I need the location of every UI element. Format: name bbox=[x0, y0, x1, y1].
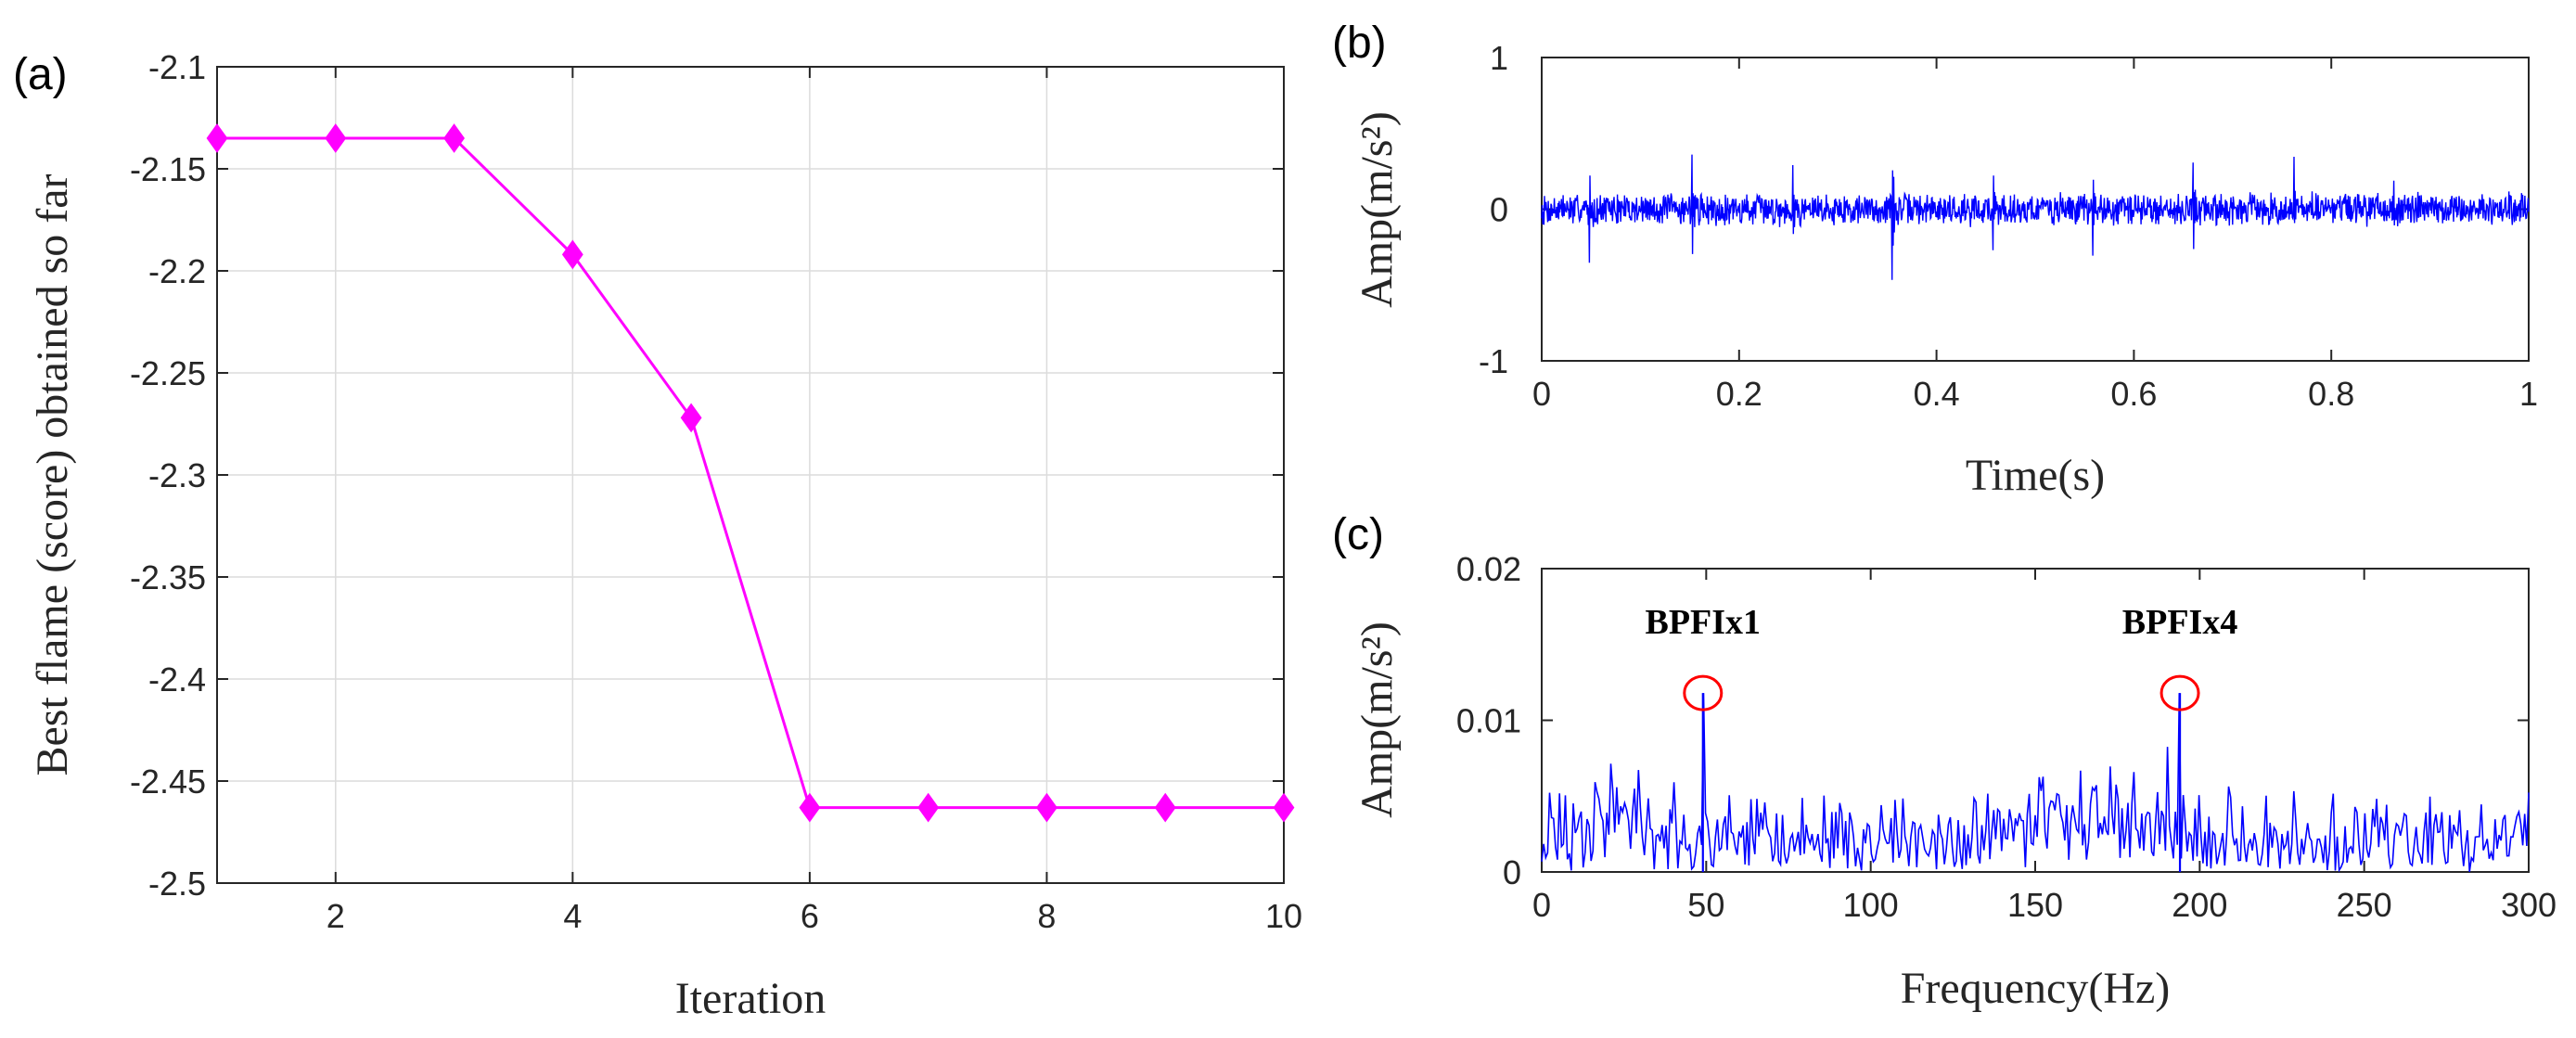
y-tick-label: -2.15 bbox=[130, 150, 206, 188]
panel-b-label: (b) bbox=[1332, 19, 1387, 68]
x-tick-label: 50 bbox=[1687, 886, 1724, 924]
peak-annotation-label: BPFIx1 bbox=[1646, 603, 1762, 642]
y-tick-label: -2.25 bbox=[130, 354, 206, 392]
y-tick-label: 1 bbox=[1490, 39, 1508, 77]
y-tick-label: 0 bbox=[1490, 191, 1508, 229]
y-tick-label: 0 bbox=[1503, 853, 1521, 891]
panel-b-series bbox=[1541, 154, 2530, 280]
panel-c-label: (c) bbox=[1332, 510, 1384, 559]
y-tick-label: -2.1 bbox=[148, 48, 206, 86]
panel-c-series bbox=[1541, 693, 2530, 873]
x-tick-label: 10 bbox=[1265, 897, 1302, 935]
x-tick-label: 8 bbox=[1037, 897, 1056, 935]
y-tick-label: -2.5 bbox=[148, 865, 206, 903]
signal-trace bbox=[1541, 154, 2530, 280]
y-tick-label: 0.01 bbox=[1456, 702, 1521, 740]
x-tick-label: 0.4 bbox=[1914, 375, 1960, 413]
data-point-marker bbox=[206, 123, 228, 153]
data-point-marker bbox=[1036, 792, 1057, 823]
x-tick-label: 250 bbox=[2337, 886, 2392, 924]
data-point-marker bbox=[799, 792, 821, 823]
panel-a-series bbox=[206, 123, 1295, 823]
data-point-marker bbox=[1154, 792, 1176, 823]
panel-c-annotations: BPFIx1 BPFIx4 bbox=[1646, 603, 2238, 711]
series-line bbox=[217, 136, 1284, 810]
x-tick-label: 0.2 bbox=[1716, 375, 1762, 413]
x-tick-label: 100 bbox=[1843, 886, 1899, 924]
y-tick-label: -2.35 bbox=[130, 558, 206, 596]
data-point-marker bbox=[1273, 792, 1295, 823]
panel-a-y-axis-label: Best flame (score) obtained so far bbox=[28, 173, 77, 775]
y-tick-label: -2.3 bbox=[148, 456, 206, 494]
panel-c-ticks: 0 50 100 150 200 250 300 0.02 0.01 0 bbox=[1456, 550, 2557, 924]
x-tick-label: 0.6 bbox=[2110, 375, 2157, 413]
peak-highlight-circle bbox=[2159, 674, 2200, 711]
panel-b: (b) 0 0.2 0.4 0.6 0.8 1 1 0 -1 Time(s) Amp(m/s²) bbox=[1332, 19, 2538, 500]
data-point-marker bbox=[325, 123, 347, 153]
x-tick-label: 150 bbox=[2007, 886, 2063, 924]
panel-a-label: (a) bbox=[13, 50, 68, 99]
x-tick-label: 1 bbox=[2519, 375, 2538, 413]
y-tick-label: -2.2 bbox=[148, 252, 206, 290]
panel-a-ticks: 2 4 6 8 10 -2.1 -2.15 -2.2 -2.25 -2.3 -2.35 -2.4 -2.… bbox=[130, 48, 1302, 935]
y-tick-label: -2.4 bbox=[148, 660, 206, 698]
x-tick-label: 2 bbox=[327, 897, 345, 935]
spectrum-trace bbox=[1541, 693, 2530, 873]
x-tick-label: 300 bbox=[2501, 886, 2557, 924]
data-point-marker bbox=[917, 792, 940, 823]
x-tick-label: 4 bbox=[563, 897, 582, 935]
panel-a-x-axis-label: Iteration bbox=[675, 974, 827, 1023]
panel-b-ticks: 0 0.2 0.4 0.6 0.8 1 1 0 -1 bbox=[1479, 39, 2538, 413]
y-tick-label: 0.02 bbox=[1456, 550, 1521, 588]
y-tick-label: -2.45 bbox=[130, 762, 206, 801]
data-point-marker bbox=[443, 123, 465, 153]
y-tick-label: -1 bbox=[1479, 342, 1508, 380]
x-tick-label: 0 bbox=[1532, 886, 1551, 924]
data-point-marker bbox=[680, 403, 702, 433]
x-tick-label: 200 bbox=[2172, 886, 2227, 924]
peak-annotation-label: BPFIx4 bbox=[2122, 603, 2238, 642]
panel-c-y-axis-label: Amp(m/s²) bbox=[1352, 622, 1402, 818]
panel-b-x-axis-label: Time(s) bbox=[1966, 451, 2105, 500]
x-tick-label: 0 bbox=[1532, 375, 1551, 413]
panel-c-x-axis-label: Frequency(Hz) bbox=[1901, 964, 2171, 1013]
x-tick-label: 6 bbox=[801, 897, 819, 935]
x-tick-label: 0.8 bbox=[2308, 375, 2354, 413]
peak-highlight-circle bbox=[1683, 674, 1724, 711]
data-point-marker bbox=[561, 239, 583, 270]
panel-b-y-axis-label: Amp(m/s²) bbox=[1352, 111, 1402, 308]
panel-a: (a) 2 4 6 8 10 -2.1 -2.15 -2.2 -2.25 -2.3 -2.35 -2.… bbox=[13, 48, 1302, 1023]
